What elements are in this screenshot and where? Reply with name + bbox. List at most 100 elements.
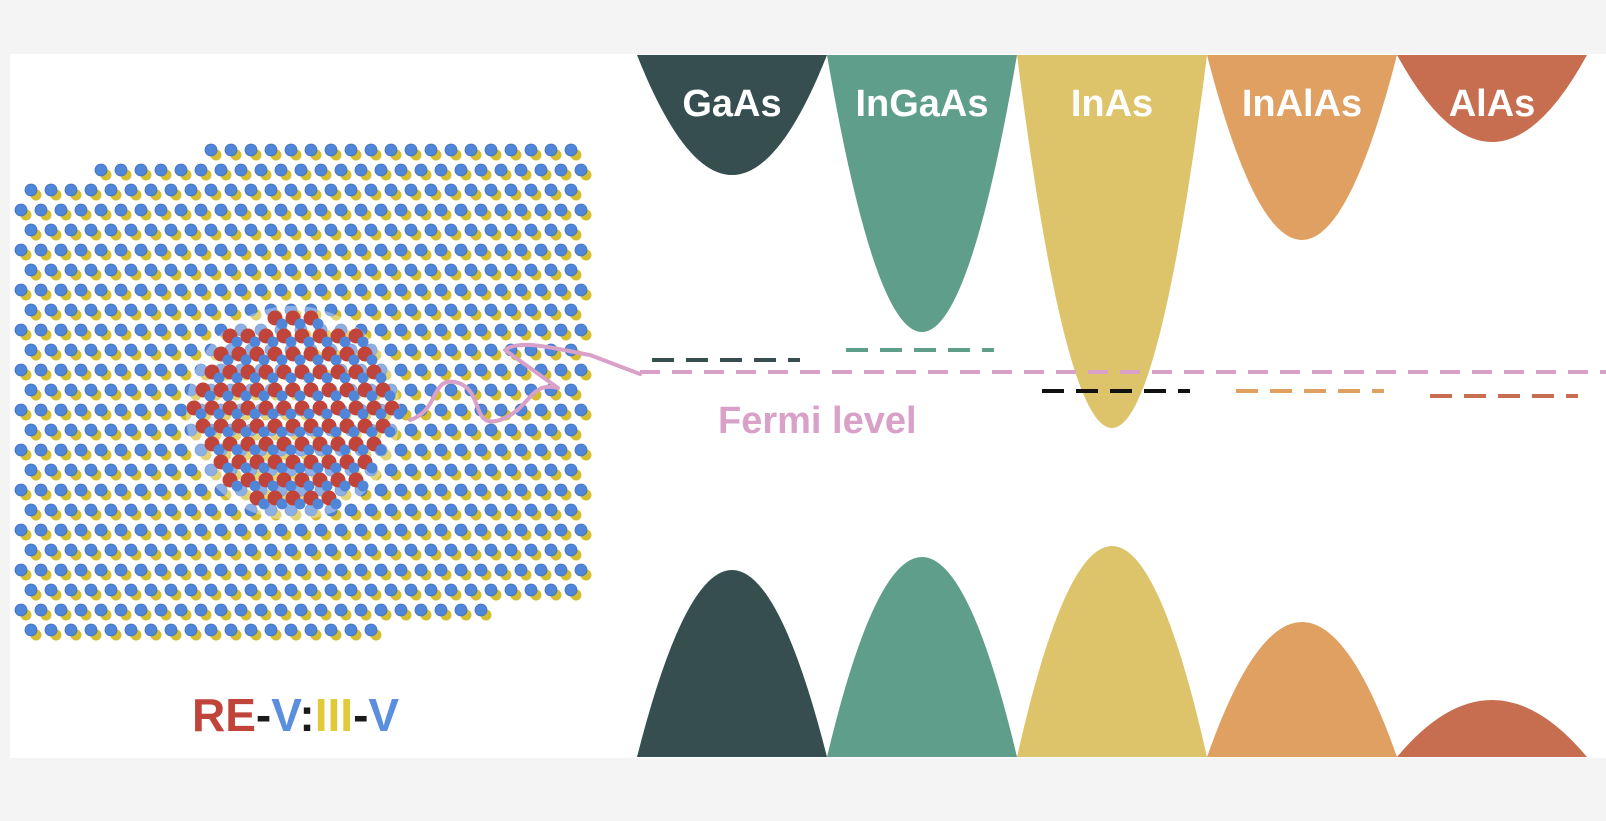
atom-blue <box>164 623 178 637</box>
atom-blue <box>154 563 168 577</box>
atom-blue <box>434 323 448 337</box>
atom-blue <box>174 203 188 217</box>
atom-blue <box>64 543 78 557</box>
atom-blue <box>34 403 48 417</box>
atom-blue <box>84 463 98 477</box>
atom-blue <box>231 444 243 456</box>
atom-blue <box>364 183 378 197</box>
atom-blue <box>414 603 428 617</box>
atom-blue <box>364 303 378 317</box>
formula-label: RE-V:III-V <box>192 689 399 741</box>
atom-blue <box>14 283 28 297</box>
atom-blue <box>524 503 538 517</box>
atom-blue <box>424 463 438 477</box>
atom-blue <box>14 443 28 457</box>
atom-blue <box>244 183 258 197</box>
atom-blue <box>214 283 228 297</box>
atom-blue <box>244 623 258 637</box>
atom-blue <box>276 462 288 474</box>
atom-blue <box>454 483 468 497</box>
atom-blue <box>414 323 428 337</box>
atom-blue <box>34 323 48 337</box>
atom-blue <box>294 318 306 330</box>
atom-blue <box>384 426 396 438</box>
atom-blue <box>74 483 88 497</box>
atom-blue <box>154 203 168 217</box>
atom-blue <box>24 383 38 397</box>
atom-blue <box>204 583 218 597</box>
atom-blue <box>294 163 308 177</box>
atom-blue <box>404 463 418 477</box>
atom-blue <box>304 263 318 277</box>
atom-blue <box>164 423 178 437</box>
atom-blue <box>404 183 418 197</box>
atom-blue <box>484 303 498 317</box>
atom-blue <box>24 423 38 437</box>
atom-blue <box>222 354 234 366</box>
atom-blue <box>424 423 438 437</box>
atom-blue <box>94 563 108 577</box>
atom-blue <box>104 183 118 197</box>
atom-blue <box>544 223 558 237</box>
atom-blue <box>174 403 188 417</box>
atom-blue <box>64 423 78 437</box>
atom-blue <box>264 183 278 197</box>
atom-blue <box>274 243 288 257</box>
atom-blue <box>330 462 342 474</box>
atom-blue <box>454 363 468 377</box>
atom-blue <box>84 543 98 557</box>
atom-blue <box>164 263 178 277</box>
atom-blue <box>240 462 252 474</box>
atom-blue <box>504 263 518 277</box>
atom-blue <box>44 423 58 437</box>
atom-blue <box>374 523 388 537</box>
atom-blue <box>276 390 288 402</box>
atom-blue <box>234 563 248 577</box>
atom-blue <box>294 243 308 257</box>
atom-blue <box>339 480 351 492</box>
atom-blue <box>344 223 358 237</box>
atom-blue <box>444 463 458 477</box>
atom-blue <box>334 563 348 577</box>
atom-blue <box>312 318 324 330</box>
atom-blue <box>144 183 158 197</box>
atom-blue <box>34 563 48 577</box>
atom-blue <box>504 583 518 597</box>
atom-blue <box>214 243 228 257</box>
atom-blue <box>514 243 528 257</box>
atom-blue <box>174 523 188 537</box>
atom-blue <box>374 283 388 297</box>
atom-blue <box>285 480 297 492</box>
atom-blue <box>174 443 188 457</box>
atom-blue <box>14 403 28 417</box>
atom-blue <box>234 163 248 177</box>
atom-blue <box>184 543 198 557</box>
atom-blue <box>454 163 468 177</box>
atom-blue <box>534 443 548 457</box>
atom-blue <box>54 243 68 257</box>
atom-blue <box>554 243 568 257</box>
atom-blue <box>574 563 588 577</box>
atom-blue <box>524 143 538 157</box>
atom-blue <box>514 443 528 457</box>
atom-blue <box>444 223 458 237</box>
atom-blue <box>554 363 568 377</box>
atom-blue <box>284 223 298 237</box>
atom-blue <box>44 583 58 597</box>
atom-blue <box>330 498 342 510</box>
atom-blue <box>104 503 118 517</box>
material-label-inas: InAs <box>1071 83 1153 125</box>
atom-blue <box>244 583 258 597</box>
atom-blue <box>34 363 48 377</box>
atom-blue <box>195 408 207 420</box>
atom-blue <box>314 603 328 617</box>
atom-blue <box>344 623 358 637</box>
atom-blue <box>454 243 468 257</box>
atom-blue <box>524 223 538 237</box>
atom-blue <box>334 603 348 617</box>
atom-blue <box>394 563 408 577</box>
atom-blue <box>104 623 118 637</box>
atom-blue <box>174 363 188 377</box>
atom-blue <box>303 480 315 492</box>
atom-blue <box>204 463 218 477</box>
